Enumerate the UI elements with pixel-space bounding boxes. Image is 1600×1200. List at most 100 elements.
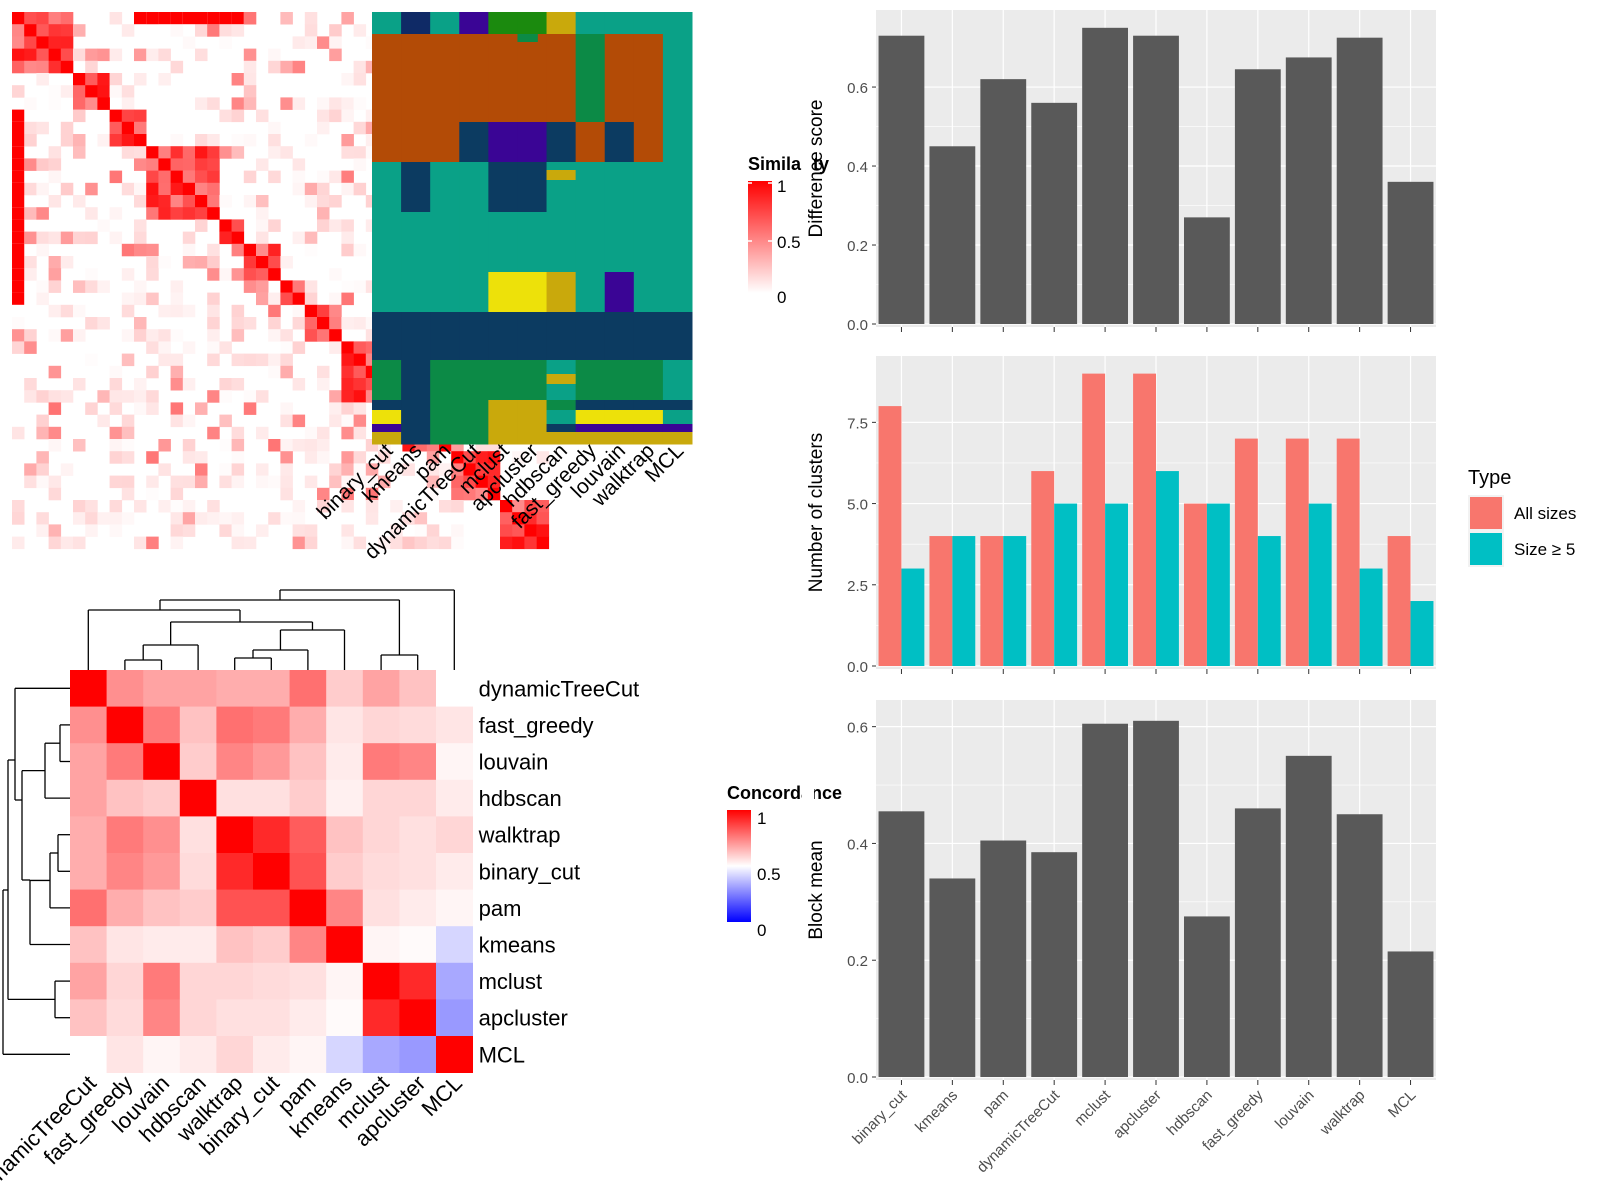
similarity-cell (317, 219, 330, 232)
similarity-cell (158, 158, 171, 171)
similarity-cell (158, 207, 171, 220)
similarity-cell (121, 439, 135, 452)
similarity-cell (207, 426, 220, 440)
concordance-cell (399, 816, 437, 854)
similarity-cell (134, 195, 147, 208)
similarity-cell (317, 317, 330, 330)
similarity-cell (256, 390, 269, 403)
similarity-cell (243, 134, 257, 147)
similarity-cell (97, 219, 110, 232)
cluster-cell (662, 410, 693, 425)
concordance-cell (216, 706, 254, 744)
similarity-cell (170, 353, 184, 367)
similarity-cell (268, 365, 281, 379)
x-tick-label: binary_cut (849, 1086, 911, 1148)
concordance-cell (253, 999, 290, 1037)
similarity-cell (317, 182, 330, 196)
similarity-cell (207, 12, 220, 25)
similarity-cell (231, 524, 245, 537)
similarity-cell (134, 121, 147, 135)
concordance-left-dendrogram (2, 687, 70, 1055)
cluster-cell (488, 400, 518, 411)
similarity-cell (48, 146, 62, 159)
similarity-cell (207, 353, 220, 367)
similarity-cell (207, 500, 220, 513)
similarity-cell (121, 512, 135, 525)
similarity-cell (73, 231, 86, 245)
bar (1184, 217, 1230, 324)
similarity-cell (219, 12, 232, 25)
cluster-cell (430, 410, 460, 425)
similarity-cell (60, 134, 74, 147)
similarity-cell (134, 390, 147, 403)
cluster-cell (459, 360, 489, 401)
similarity-cell (231, 134, 245, 147)
similarity-cell (329, 268, 342, 281)
concordance-cell (362, 670, 400, 707)
concordance-cell (436, 1036, 473, 1073)
similarity-cell (195, 512, 208, 525)
cluster-cell (488, 410, 518, 425)
bar (980, 536, 1004, 666)
cluster-cell (430, 400, 460, 411)
concordance-cell (399, 926, 437, 964)
similarity-cell (36, 280, 49, 293)
cluster-cell (488, 424, 518, 433)
concordance-cell (253, 1036, 290, 1073)
cluster-cell (633, 212, 664, 273)
concordance-cell (106, 962, 144, 1000)
similarity-cell (24, 329, 37, 342)
concordance-cell (143, 962, 181, 1000)
similarity-cell (329, 475, 342, 489)
similarity-cell (170, 292, 184, 306)
type-legend-title: Type (1468, 467, 1511, 489)
cluster-cell (633, 34, 664, 123)
bar (1257, 536, 1281, 666)
similarity-cell (268, 243, 281, 257)
similarity-cell (268, 317, 281, 330)
concordance-cell (326, 889, 364, 927)
cluster-cell (488, 360, 518, 401)
similarity-cell (109, 134, 123, 147)
similarity-cell (195, 48, 208, 62)
similarity-cell (195, 24, 208, 37)
similarity-cell (475, 463, 489, 476)
bar (1308, 503, 1332, 666)
similarity-cell (146, 182, 159, 196)
cluster-cell (488, 162, 518, 213)
cluster-cell (430, 212, 460, 273)
similarity-cell (24, 24, 37, 37)
similarity-cell (304, 36, 318, 49)
similarity-cell (60, 121, 74, 135)
similarity-cell (487, 487, 501, 501)
similarity-cell (121, 85, 135, 98)
cluster-cell (372, 360, 402, 401)
similarity-cell (134, 243, 147, 257)
similarity-cell (292, 182, 306, 196)
similarity-cell (280, 439, 293, 452)
similarity-cell (195, 256, 208, 269)
similarity-cell (36, 158, 49, 171)
concordance-cell (106, 926, 144, 964)
bar (1054, 503, 1078, 666)
bar (1234, 438, 1258, 666)
bar (1387, 951, 1434, 1077)
similarity-cell (353, 317, 367, 330)
similarity-cell (317, 451, 330, 464)
cluster-cell (488, 34, 518, 123)
similarity-cell (451, 524, 464, 537)
similarity-cell (73, 85, 86, 98)
similarity-cell (329, 195, 342, 208)
similarity-cell (341, 97, 354, 110)
similarity-cell (268, 60, 281, 74)
cluster-cell (633, 360, 664, 401)
similarity-cell (426, 451, 440, 464)
cluster-cell (604, 410, 635, 425)
similarity-cell (426, 536, 440, 550)
concordance-cell (179, 889, 217, 927)
similarity-cell (134, 12, 147, 25)
similarity-cell (134, 134, 147, 147)
similarity-cell (353, 402, 367, 415)
similarity-cell (36, 231, 49, 245)
similarity-cell (487, 475, 501, 489)
